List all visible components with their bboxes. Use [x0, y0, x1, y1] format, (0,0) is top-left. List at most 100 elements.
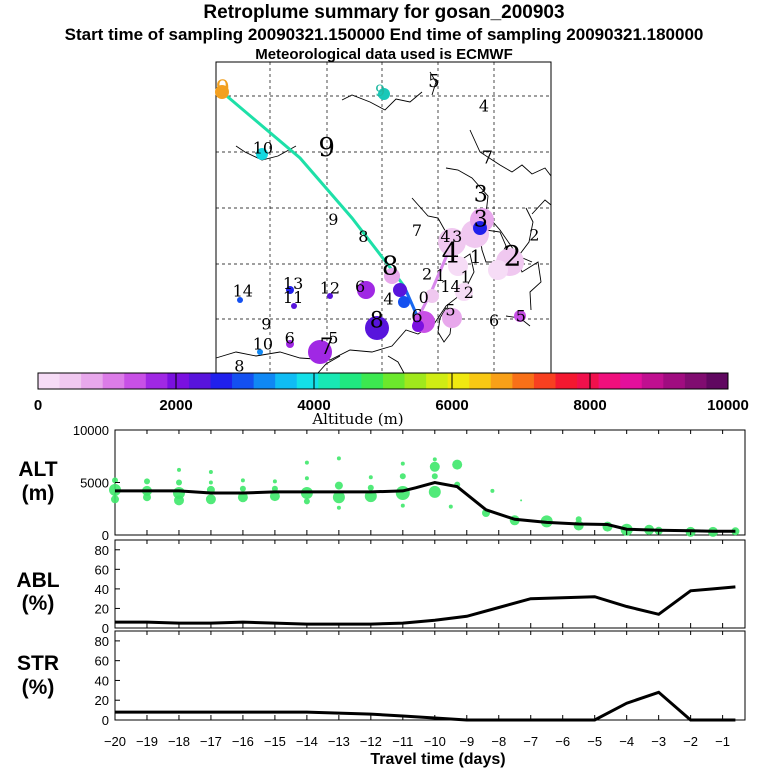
day-label: 3	[474, 208, 488, 233]
str-ytick-label: 60	[95, 654, 109, 669]
colorbar-swatch	[296, 373, 319, 389]
x-tick-label: −18	[168, 734, 190, 749]
alt-cluster-dot	[303, 498, 310, 505]
alt-cluster-dot	[111, 495, 119, 504]
day-label: 2	[422, 265, 432, 284]
colorbar-swatch	[145, 373, 168, 389]
x-tick-label: −19	[136, 734, 158, 749]
day-label: 3	[474, 183, 488, 208]
colorbar-swatch	[275, 373, 298, 389]
plume-cluster	[308, 340, 332, 364]
x-tick-label: −10	[424, 734, 446, 749]
abl-panel-frame	[114, 539, 746, 629]
colorbar-swatch	[361, 373, 384, 389]
day-label: 9	[375, 81, 385, 100]
plume-cluster	[327, 293, 333, 299]
day-label: 4	[479, 97, 489, 116]
plume-cluster	[286, 340, 294, 348]
abl-ytick-label: 60	[95, 562, 109, 577]
alt-cluster-dot	[240, 478, 245, 483]
colorbar-swatch	[663, 373, 686, 389]
day-label: 5	[328, 328, 338, 347]
alt-label: ALT	[18, 458, 57, 481]
plume-cluster	[384, 268, 400, 284]
day-label: 1	[435, 266, 445, 285]
abl-ytick-label: 20	[95, 601, 109, 616]
alt-cluster-dot	[429, 461, 440, 472]
plume-cluster	[473, 221, 487, 235]
alt-cluster-dot	[271, 485, 278, 492]
colorbar-swatch	[706, 373, 729, 389]
str-panel-frame	[114, 630, 746, 721]
x-tick-label: −17	[200, 734, 222, 749]
colorbar-swatch	[447, 373, 470, 389]
colorbar-swatch	[253, 373, 276, 389]
plume-cluster	[237, 297, 243, 303]
alt-cluster-dot	[367, 484, 374, 491]
colorbar-label: Altitude (m)	[311, 410, 403, 428]
colorbar-swatch	[404, 373, 427, 389]
x-tick-label: −6	[555, 734, 570, 749]
x-tick-label: −4	[619, 734, 634, 749]
alt-cluster-dot	[177, 467, 181, 472]
day-label: 8	[358, 227, 368, 246]
day-label: 4	[442, 236, 460, 269]
alt-ytick-label: 10000	[73, 423, 109, 438]
day-label: 6	[489, 311, 499, 330]
plume-cluster	[412, 320, 424, 332]
x-tick-label: −3	[651, 734, 666, 749]
plume-cluster	[442, 308, 462, 328]
alt-cluster-dot	[208, 480, 213, 485]
day-label: 2	[504, 239, 522, 272]
colorbar-tick-label: 4000	[297, 397, 330, 414]
met-data-note: Meteorological data used is ECMWF	[255, 46, 513, 63]
alt-cluster-dot	[431, 473, 438, 480]
colorbar-swatch	[124, 373, 147, 389]
alt-cluster-dot	[575, 516, 582, 523]
day-label: 2	[529, 226, 539, 245]
alt-cluster-dot	[174, 495, 184, 506]
day-label: 1	[461, 268, 471, 287]
abl-label: ABL	[16, 569, 59, 592]
colorbar-tick-label: 2000	[159, 397, 192, 414]
plume-cluster	[215, 85, 229, 99]
day-label: 12	[320, 279, 340, 298]
x-tick-label: −14	[296, 734, 318, 749]
colorbar-swatch	[102, 373, 125, 389]
abl-ytick-label: 80	[95, 543, 109, 558]
day-label: 3	[452, 227, 462, 246]
str-ytick-label: 0	[102, 713, 109, 728]
alt-cluster-dot	[272, 479, 277, 484]
day-label: 6	[355, 277, 365, 296]
colorbar-swatch	[383, 373, 405, 389]
day-label: 11	[283, 288, 303, 307]
plume-cluster	[425, 289, 439, 303]
colorbar-swatch	[318, 373, 341, 389]
colorbar-swatch	[210, 373, 233, 389]
alt-series-line	[115, 480, 736, 533]
day-label: 7	[482, 147, 493, 168]
colorbar-tick-label: 6000	[435, 397, 468, 414]
str-label: STR	[17, 652, 59, 675]
colorbar-tick-label: 10000	[707, 397, 749, 414]
colorbar-swatch	[167, 373, 190, 389]
day-label: 6	[285, 328, 295, 347]
day-label: 4	[383, 289, 393, 308]
alt-cluster-dot	[143, 493, 151, 502]
plume-clusters	[215, 85, 526, 364]
colorbar-swatch	[81, 373, 104, 389]
alt-unit: (m)	[22, 482, 55, 505]
str-unit: (%)	[22, 676, 55, 699]
alt-cluster-dot	[208, 470, 213, 474]
alt-cluster-dot	[399, 473, 406, 480]
plume-cluster	[357, 281, 375, 299]
x-tick-label: −20	[104, 734, 126, 749]
day-label: 13	[283, 274, 303, 293]
plume-cluster	[378, 88, 390, 100]
colorbar-swatch	[426, 373, 449, 389]
str-ytick-label: 80	[95, 634, 109, 649]
